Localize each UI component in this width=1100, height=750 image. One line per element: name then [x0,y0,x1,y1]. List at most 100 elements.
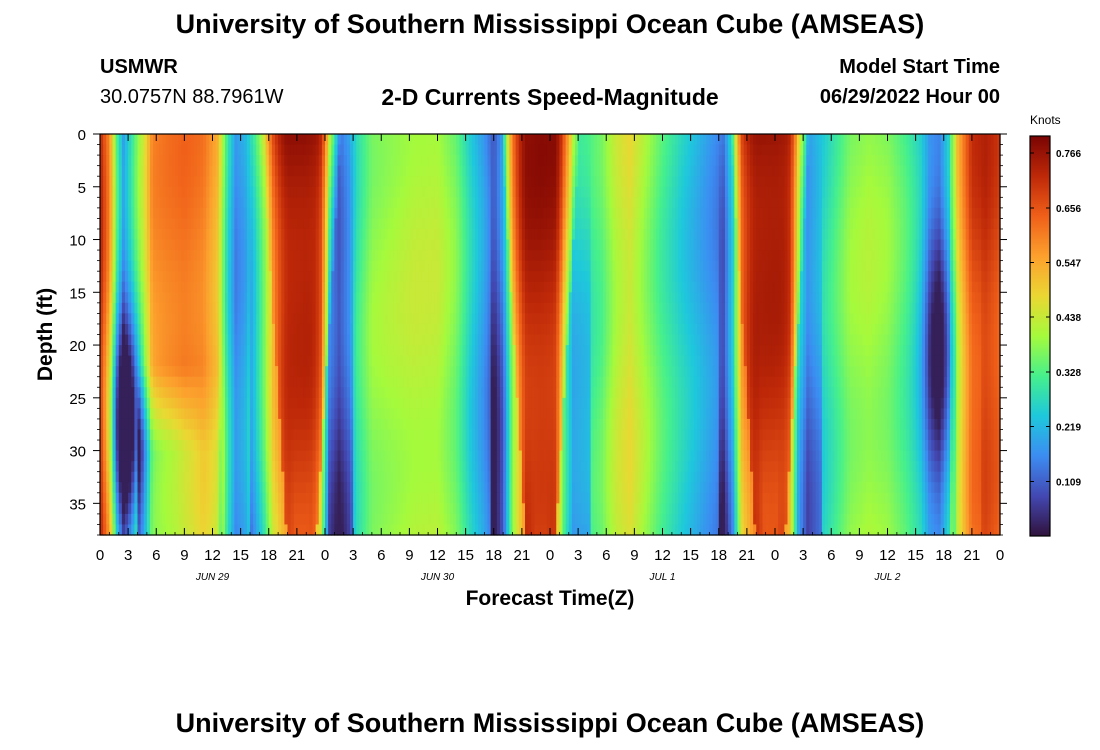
heatmap-cell [637,281,642,293]
heatmap-cell [665,302,670,314]
heatmap-cell [956,281,960,293]
heatmap-cell [153,281,157,293]
heatmap-cell [771,144,776,156]
heatmap-cell [400,239,404,251]
heatmap-cell [584,207,589,220]
heatmap-cell [359,313,364,325]
heatmap-cell [162,197,167,209]
heatmap-cell [546,302,551,314]
heatmap-cell [943,207,948,220]
heatmap-cell [640,239,645,251]
heatmap-cell [812,218,817,230]
heatmap-cell [509,144,514,156]
heatmap-cell [859,302,864,314]
heatmap-cell [706,197,710,209]
heatmap-cell [193,155,198,167]
heatmap-cell [328,165,332,177]
heatmap-cell [559,176,564,188]
heatmap-cell [831,302,835,314]
heatmap-cell [253,271,257,283]
heatmap-cell [693,207,698,220]
heatmap-cell [900,165,904,177]
heatmap-cell [709,228,714,241]
heatmap-cell [528,228,532,241]
heatmap-cell [937,239,942,251]
heatmap-cell [403,197,407,209]
heatmap-cell [650,239,654,251]
heatmap-cell [421,292,426,304]
heatmap-cell [584,281,589,293]
heatmap-cell [665,144,670,156]
heatmap-cell [981,260,985,272]
heatmap-cell [159,239,164,251]
heatmap-cell [259,207,264,220]
heatmap-cell [778,218,782,230]
heatmap-cell [368,207,373,220]
heatmap-cell [121,302,126,314]
heatmap-cell [731,260,735,272]
heatmap-cell [921,197,926,209]
heatmap-cell [546,292,551,304]
heatmap-cell [471,134,476,146]
heatmap-cell [890,228,895,241]
heatmap-cell [750,197,754,209]
heatmap-cell [759,281,764,293]
heatmap-cell [181,165,185,177]
heatmap-cell [215,197,220,209]
heatmap-cell [203,313,207,325]
heatmap-cell [175,197,179,209]
heatmap-cell [450,165,454,177]
heatmap-cell [540,250,545,262]
heatmap-cell [162,207,167,220]
heatmap-cell [390,260,395,272]
heatmap-cell [650,134,654,146]
heatmap-cell [112,302,117,314]
heatmap-cell [468,186,473,198]
heatmap-cell [378,313,382,325]
heatmap-cell [290,144,295,156]
heatmap-cell [321,292,326,304]
heatmap-cell [153,186,157,198]
heatmap-cell [415,239,420,251]
heatmap-cell [865,218,870,230]
heatmap-cell [368,176,373,188]
heatmap-cell [715,197,720,209]
heatmap-cell [915,144,920,156]
heatmap-cell [581,228,585,241]
heatmap-cell [450,271,454,283]
heatmap-cell [193,260,198,272]
heatmap-cell [640,218,645,230]
heatmap-cell [878,281,882,293]
heatmap-cell [356,134,360,146]
heatmap-cell [878,186,882,198]
heatmap-cell [725,250,729,262]
heatmap-cell [565,302,570,314]
heatmap-cell [843,228,848,241]
heatmap-cell [778,292,782,304]
heatmap-cell [609,281,614,293]
heatmap-cell [759,134,764,146]
heatmap-cell [678,197,682,209]
heatmap-cell [175,134,179,146]
heatmap-cell [875,281,879,293]
heatmap-cell [271,165,276,177]
heatmap-cell [628,302,632,314]
heatmap-cell [159,313,164,325]
heatmap-cell [356,207,360,220]
heatmap-cell [512,144,517,156]
heatmap-cell [387,144,392,156]
heatmap-cell [771,228,776,241]
heatmap-cell [759,144,764,156]
heatmap-cell [793,250,798,262]
heatmap-cell [953,302,957,314]
heatmap-cell [318,292,323,304]
heatmap-cell [481,197,485,209]
heatmap-cell [106,228,110,241]
heatmap-cell [856,260,860,272]
heatmap-cell [953,144,957,156]
heatmap-cell [362,292,367,304]
heatmap-cell [846,271,851,283]
heatmap-cell [840,207,845,220]
heatmap-cell [159,207,164,220]
heatmap-cell [606,260,610,272]
